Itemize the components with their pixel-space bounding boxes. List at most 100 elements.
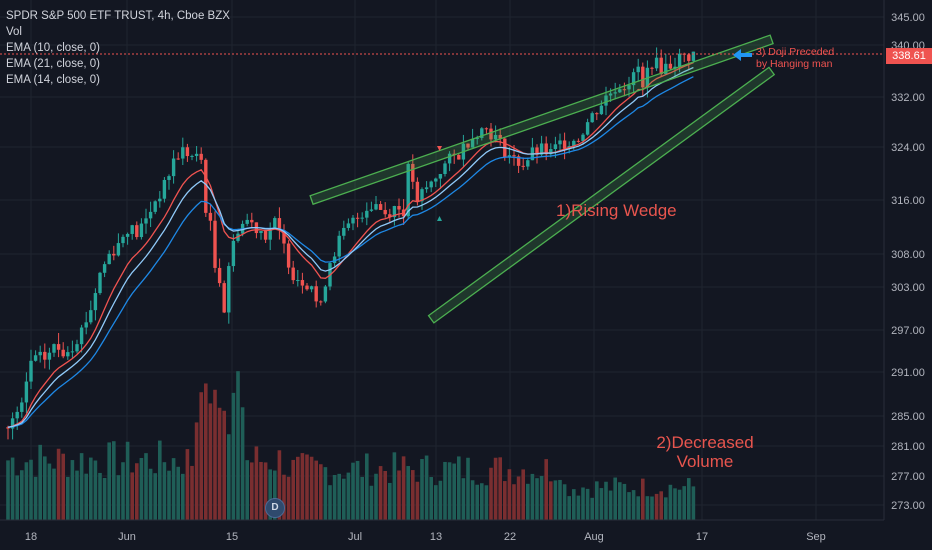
y-tick-label: 308.00: [891, 249, 925, 261]
volume-bar: [10, 457, 15, 520]
volume-bars: [6, 371, 696, 520]
volume-bar: [277, 450, 282, 520]
volume-bar: [526, 483, 530, 520]
volume-bar: [397, 470, 401, 520]
volume-bar: [93, 460, 98, 520]
annotation-doji-line2: by Hanging man: [756, 58, 833, 70]
y-tick-label: 281.00: [891, 441, 925, 453]
volume-bar: [535, 478, 539, 520]
candle: [199, 153, 203, 160]
volume-bar: [443, 461, 447, 520]
volume-bar: [15, 475, 19, 520]
candle: [116, 243, 121, 256]
volume-bar: [43, 456, 47, 520]
volume-bar: [595, 481, 599, 520]
x-tick-label: Jul: [348, 531, 362, 543]
volume-bar: [107, 442, 111, 520]
volume-bar: [618, 482, 622, 520]
candle: [208, 212, 213, 221]
volume-bar: [98, 472, 102, 520]
candle: [323, 286, 328, 302]
x-tick-label: 18: [25, 531, 37, 543]
candle: [332, 256, 337, 264]
candle: [654, 57, 659, 69]
x-tick-label: Jun: [118, 531, 136, 543]
candle: [443, 163, 447, 174]
volume-bar: [664, 497, 668, 520]
x-tick-label: 22: [504, 531, 516, 543]
volume-bar: [286, 476, 291, 520]
volume-bar: [296, 456, 300, 520]
price-axis: 345.00340.00332.00324.00316.00308.00303.…: [891, 12, 925, 512]
volume-bar: [549, 481, 553, 520]
annotation-volume-line1: 2)Decreased: [656, 433, 754, 452]
candle: [355, 217, 360, 219]
candle: [79, 327, 84, 345]
volume-bar: [351, 462, 355, 520]
candle: [139, 223, 144, 238]
x-tick-label: 13: [430, 531, 442, 543]
volume-bar: [641, 478, 645, 520]
volume-bar: [263, 462, 268, 520]
candle: [480, 128, 484, 138]
candle: [296, 280, 300, 282]
candle: [415, 181, 420, 202]
volume-bar: [227, 434, 231, 520]
volume-bar: [70, 460, 75, 520]
volume-bar: [24, 462, 29, 520]
candle: [282, 230, 286, 244]
candle: [204, 159, 208, 213]
volume-bar: [66, 476, 70, 520]
y-tick-label: 345.00: [891, 12, 925, 24]
candle: [406, 163, 410, 217]
volume-bar: [457, 456, 461, 520]
volume-bar: [52, 468, 56, 520]
volume-bar: [199, 392, 203, 520]
y-tick-label: 297.00: [891, 325, 925, 337]
volume-bar: [489, 467, 493, 520]
y-tick-label: 316.00: [891, 195, 925, 207]
volume-bar: [300, 453, 305, 520]
volume-bar: [401, 456, 406, 520]
volume-bar: [691, 486, 696, 520]
candle: [43, 351, 47, 360]
candle: [673, 66, 677, 69]
candle: [457, 154, 461, 160]
chart-legend: SPDR S&P 500 ETF TRUST, 4h, Cboe BZX Vol…: [6, 8, 230, 88]
candle: [29, 360, 33, 382]
volume-bar: [245, 460, 249, 520]
candle: [84, 322, 88, 328]
candle: [438, 173, 443, 179]
candle: [245, 219, 249, 224]
volume-bar: [231, 392, 236, 520]
candle: [250, 219, 254, 223]
volume-bar: [176, 466, 180, 520]
annotation-doji: 3) Doji Preceded by Hanging man: [756, 46, 834, 70]
volume-bar: [388, 482, 392, 520]
candle: [411, 163, 415, 182]
volume-bar: [452, 463, 456, 520]
candle: [424, 187, 429, 190]
candle: [549, 149, 553, 155]
candle: [599, 105, 604, 115]
candle: [319, 301, 323, 303]
candle: [93, 293, 98, 311]
event-marker-d[interactable]: D: [265, 498, 285, 518]
volume-bar: [130, 472, 134, 520]
candle: [581, 134, 585, 142]
candle: [148, 211, 153, 219]
candle: [691, 51, 696, 61]
volume-bar: [581, 487, 585, 520]
candle: [535, 147, 539, 155]
candle: [107, 253, 111, 265]
candle: [493, 134, 498, 140]
volume-bar: [544, 459, 548, 520]
x-tick-label: 17: [696, 531, 708, 543]
volume-bar: [355, 460, 360, 520]
volume-bar: [360, 476, 364, 520]
candle: [153, 201, 157, 212]
volume-bar: [567, 496, 571, 520]
volume-bar: [392, 452, 397, 520]
annotation-arrow-icon: [733, 49, 752, 61]
